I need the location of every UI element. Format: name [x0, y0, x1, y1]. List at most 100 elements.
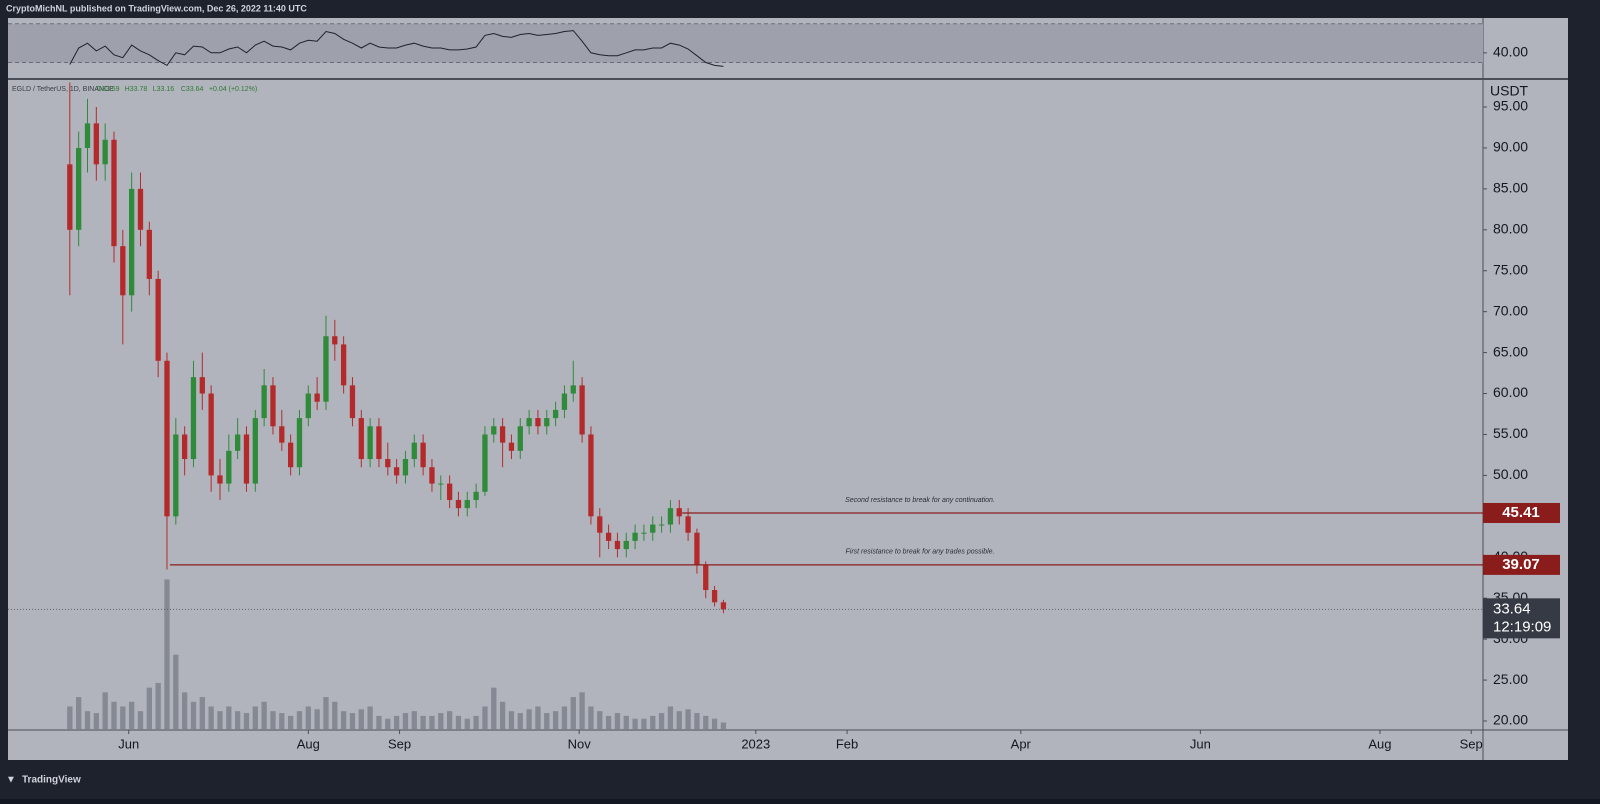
- candle-body: [102, 139, 108, 165]
- candle-body: [429, 467, 435, 484]
- candle-body: [164, 360, 170, 517]
- candle-body: [597, 516, 603, 533]
- volume-bar: [570, 697, 576, 730]
- volume-bar: [173, 654, 179, 730]
- volume-bar: [190, 701, 197, 730]
- candle-body: [535, 418, 541, 427]
- volume-bar: [597, 711, 603, 730]
- volume-bar: [499, 701, 506, 730]
- volume-bar: [129, 701, 135, 730]
- y-tick-label: 90.00: [1493, 139, 1528, 155]
- volume-bar: [367, 706, 373, 730]
- volume-bar: [111, 701, 117, 730]
- volume-bar: [703, 715, 709, 730]
- volume-bar: [535, 706, 541, 730]
- candle-body: [67, 164, 73, 230]
- candle-body: [358, 418, 364, 460]
- candle-body: [694, 532, 700, 566]
- y-tick-label: 70.00: [1493, 302, 1528, 318]
- volume-bar: [393, 715, 400, 730]
- candle-body: [658, 524, 665, 526]
- y-tick-label: 25.00: [1493, 671, 1528, 687]
- volume-bar: [508, 711, 515, 730]
- candle-body: [570, 385, 576, 394]
- candle-body: [323, 336, 329, 402]
- volume-bar: [164, 579, 170, 730]
- volume-bar: [279, 713, 285, 730]
- candle-body: [517, 426, 523, 451]
- x-tick-label: Aug: [1368, 736, 1391, 751]
- candle-body: [720, 602, 727, 610]
- volume-bar: [314, 709, 320, 730]
- y-tick-label: 80.00: [1493, 221, 1528, 237]
- y-tick-label: 95.00: [1493, 98, 1528, 114]
- resistance-note: First resistance to break for any trades…: [845, 549, 994, 556]
- logo-icon: ▼: [6, 775, 16, 786]
- x-tick-label: Nov: [568, 736, 592, 751]
- candle-body: [120, 246, 126, 296]
- candle-body: [650, 524, 656, 533]
- header: CryptoMichNL published on TradingView.co…: [6, 3, 307, 13]
- volume-bar: [84, 711, 91, 730]
- volume-bar: [305, 706, 311, 730]
- resistance-note: Second resistance to break for any conti…: [845, 497, 995, 504]
- candle-body: [84, 123, 91, 148]
- candle-body: [111, 139, 117, 247]
- volume-bar: [579, 692, 585, 730]
- candle-body: [579, 385, 585, 435]
- candle-body: [155, 278, 161, 361]
- candle-body: [614, 540, 621, 550]
- level-label-bg: [1483, 554, 1560, 575]
- volume-bar: [102, 692, 108, 730]
- x-tick-label: Aug: [297, 736, 320, 751]
- y-tick-label: 85.00: [1493, 180, 1528, 196]
- candle-body: [367, 426, 373, 460]
- volume-bar: [252, 706, 258, 730]
- candle-body: [685, 516, 691, 533]
- volume-bar: [438, 713, 444, 730]
- rsi-band: [8, 23, 1483, 63]
- volume-bar: [181, 692, 188, 730]
- candle-body: [641, 532, 647, 534]
- candle-body: [499, 426, 506, 443]
- volume-bar: [676, 711, 682, 730]
- level-label-bg: [1483, 502, 1560, 523]
- volume-bar: [694, 713, 700, 730]
- volume-bar: [641, 718, 647, 730]
- volume-bar: [711, 718, 718, 730]
- rsi-line: [69, 30, 724, 67]
- candle-body: [446, 483, 453, 500]
- candle-body: [393, 467, 400, 476]
- candle-body: [226, 450, 232, 484]
- volume-bar: [340, 711, 347, 730]
- candle-body: [279, 426, 285, 443]
- volume-bar: [376, 715, 382, 730]
- volume-bar: [137, 711, 144, 730]
- volume-bar: [93, 713, 99, 730]
- volume-bar: [287, 715, 294, 730]
- candle-body: [676, 508, 682, 517]
- candle-body: [217, 475, 223, 484]
- volume-bar: [685, 709, 691, 730]
- volume-bar: [552, 711, 559, 730]
- candle-body: [146, 229, 152, 279]
- candle-body: [261, 385, 267, 419]
- y-tick-label: 55.00: [1493, 425, 1528, 441]
- volume-bar: [667, 706, 674, 730]
- candle-body: [438, 483, 444, 485]
- volume-bar: [658, 713, 665, 730]
- time-axis-bg: [8, 730, 1568, 760]
- volume-bar: [155, 682, 161, 730]
- unit-label: USDT: [1490, 83, 1529, 99]
- y-tick-label: 50.00: [1493, 466, 1528, 482]
- plot: [67, 82, 727, 730]
- x-tick-label: 2023: [741, 736, 770, 751]
- volume-bar: [623, 715, 629, 730]
- candle-body: [544, 418, 550, 427]
- volume-bar: [402, 713, 409, 730]
- candle-body: [181, 434, 188, 460]
- footer-logo: TradingView: [22, 775, 81, 786]
- candle-body: [340, 344, 347, 386]
- candle-body: [623, 540, 629, 550]
- candle-body: [376, 426, 382, 460]
